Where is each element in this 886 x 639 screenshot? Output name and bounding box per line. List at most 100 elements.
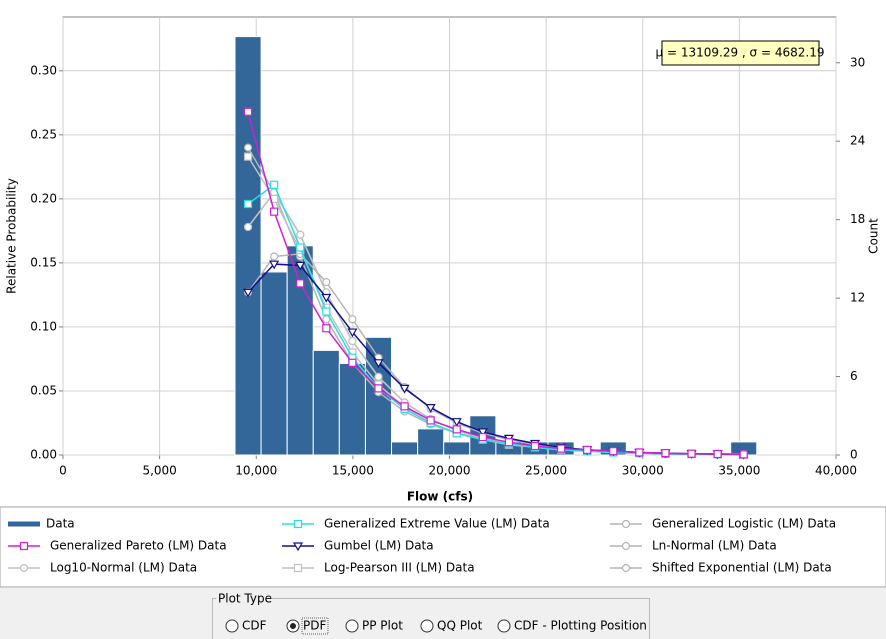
marker xyxy=(270,180,279,189)
radio-option[interactable]: CDF xyxy=(225,619,267,633)
marker xyxy=(243,288,254,298)
marker xyxy=(347,328,358,338)
marker xyxy=(296,243,305,252)
y2-tick-label: 30 xyxy=(850,55,865,69)
radio-label: CDF - Plotting Position xyxy=(514,619,647,633)
marker xyxy=(292,542,304,552)
bar xyxy=(234,36,262,456)
marker xyxy=(687,449,696,458)
radio-option[interactable]: QQ Plot xyxy=(420,619,483,633)
marker xyxy=(373,359,384,368)
marker xyxy=(19,563,29,573)
x-tick-label: 30,000 xyxy=(622,464,664,478)
y-tick-label: 0.30 xyxy=(30,63,57,77)
radio-button xyxy=(497,619,511,633)
y2-tick-label: 18 xyxy=(850,212,865,226)
marker xyxy=(243,152,253,161)
legend-label: Shifted Exponential (LM) Data xyxy=(652,561,832,575)
bar xyxy=(391,441,419,456)
marker xyxy=(243,143,253,152)
group-title-bg xyxy=(216,592,272,606)
marker xyxy=(374,384,383,393)
marker xyxy=(19,541,29,551)
x-tick-label: 20,000 xyxy=(429,464,471,478)
radio-option[interactable]: PDF xyxy=(286,617,329,635)
x-tick-label: 35,000 xyxy=(718,464,760,478)
marker xyxy=(621,563,631,573)
bar xyxy=(338,362,366,456)
marker xyxy=(583,445,592,454)
series-line xyxy=(247,111,744,456)
radio-button xyxy=(345,619,359,633)
control-panel xyxy=(0,588,886,639)
x-tick-label: 15,000 xyxy=(332,464,374,478)
plot-type-group xyxy=(212,598,650,639)
y2-axis-label: Count xyxy=(867,218,881,254)
marker xyxy=(621,541,631,551)
marker xyxy=(293,519,303,529)
marker xyxy=(426,416,435,425)
y-tick-label: 0.00 xyxy=(30,448,57,462)
marker xyxy=(348,336,357,346)
marker xyxy=(293,563,303,573)
y-tick-label: 0.15 xyxy=(30,255,57,269)
marker xyxy=(243,107,253,116)
marker xyxy=(270,207,279,216)
marker xyxy=(348,358,357,367)
x-tick-label: 40,000 xyxy=(815,464,857,478)
marker xyxy=(321,293,332,303)
legend-label: Log10-Normal (LM) Data xyxy=(50,561,197,575)
bar xyxy=(260,271,288,456)
radio-label: PP Plot xyxy=(362,619,403,633)
marker xyxy=(635,448,644,457)
radio-option[interactable]: CDF - Plotting Position xyxy=(497,619,647,633)
marker xyxy=(400,402,409,411)
bar xyxy=(417,428,445,456)
marker xyxy=(399,384,410,394)
x-tick-label: 0 xyxy=(59,464,67,478)
legend-label: Log-Pearson III (LM) Data xyxy=(324,561,475,575)
y2-tick-label: 0 xyxy=(850,448,858,462)
marker xyxy=(713,449,722,459)
y-tick-label: 0.10 xyxy=(30,319,57,333)
marker xyxy=(478,432,487,442)
marker xyxy=(243,222,253,232)
y-tick-label: 0.25 xyxy=(30,127,57,141)
radio-dot xyxy=(290,623,296,629)
marker xyxy=(270,252,279,261)
x-tick-label: 25,000 xyxy=(525,464,567,478)
marker xyxy=(322,307,331,316)
marker xyxy=(296,230,305,239)
radio-label: QQ Plot xyxy=(437,619,483,633)
annotation: μ = 13109.29 , σ = 4682.19 xyxy=(656,46,825,60)
focus-outline xyxy=(301,617,329,635)
marker xyxy=(295,261,306,271)
marker xyxy=(322,278,331,287)
legend-label: Data xyxy=(46,517,75,531)
marker xyxy=(374,372,383,381)
bar xyxy=(312,349,340,456)
legend-label: Generalized Logistic (LM) Data xyxy=(652,517,836,531)
y2-tick-label: 24 xyxy=(850,134,865,148)
radio-button xyxy=(420,619,434,633)
marker xyxy=(530,441,540,451)
legend-label: Generalized Extreme Value (LM) Data xyxy=(324,517,550,531)
marker xyxy=(269,260,280,270)
annotation-box xyxy=(661,40,820,66)
marker xyxy=(609,447,618,456)
bar xyxy=(443,441,471,456)
marker xyxy=(504,438,514,447)
radio-label: PDF xyxy=(303,619,326,633)
marker xyxy=(296,279,305,288)
marker xyxy=(348,315,357,324)
marker xyxy=(621,519,631,529)
x-tick-label: 5,000 xyxy=(142,464,176,478)
y-axis-label: Relative Probability xyxy=(5,178,19,294)
radio-option[interactable]: PP Plot xyxy=(345,619,403,633)
plot-type-title: Plot Type xyxy=(218,592,272,606)
y2-tick-label: 12 xyxy=(850,291,865,305)
marker xyxy=(739,450,748,459)
y-tick-label: 0.20 xyxy=(30,191,57,205)
marker xyxy=(322,324,331,333)
